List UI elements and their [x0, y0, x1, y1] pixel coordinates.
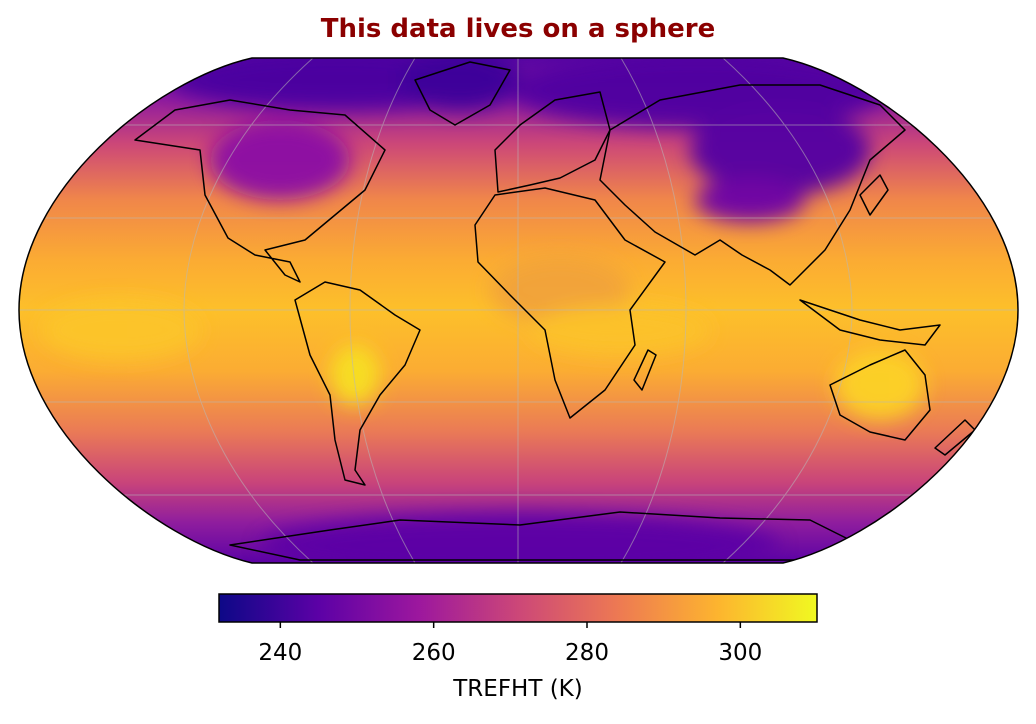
colorbar-tick-label: 240 — [258, 640, 303, 666]
coastlines — [134, 61, 976, 561]
colorbar-tick-label: 280 — [565, 640, 609, 666]
map-title: This data lives on a sphere — [320, 14, 716, 44]
colorbar-ticks — [279, 622, 742, 628]
temperature-field — [19, 58, 1018, 563]
colorbar — [218, 593, 818, 623]
map-border — [18, 57, 1019, 564]
colorbar-label: TREFHT (K) — [453, 676, 583, 702]
colorbar-tick-label: 260 — [411, 640, 456, 666]
graticule — [19, 58, 1018, 563]
colorbar-tick-label: 300 — [718, 640, 763, 666]
